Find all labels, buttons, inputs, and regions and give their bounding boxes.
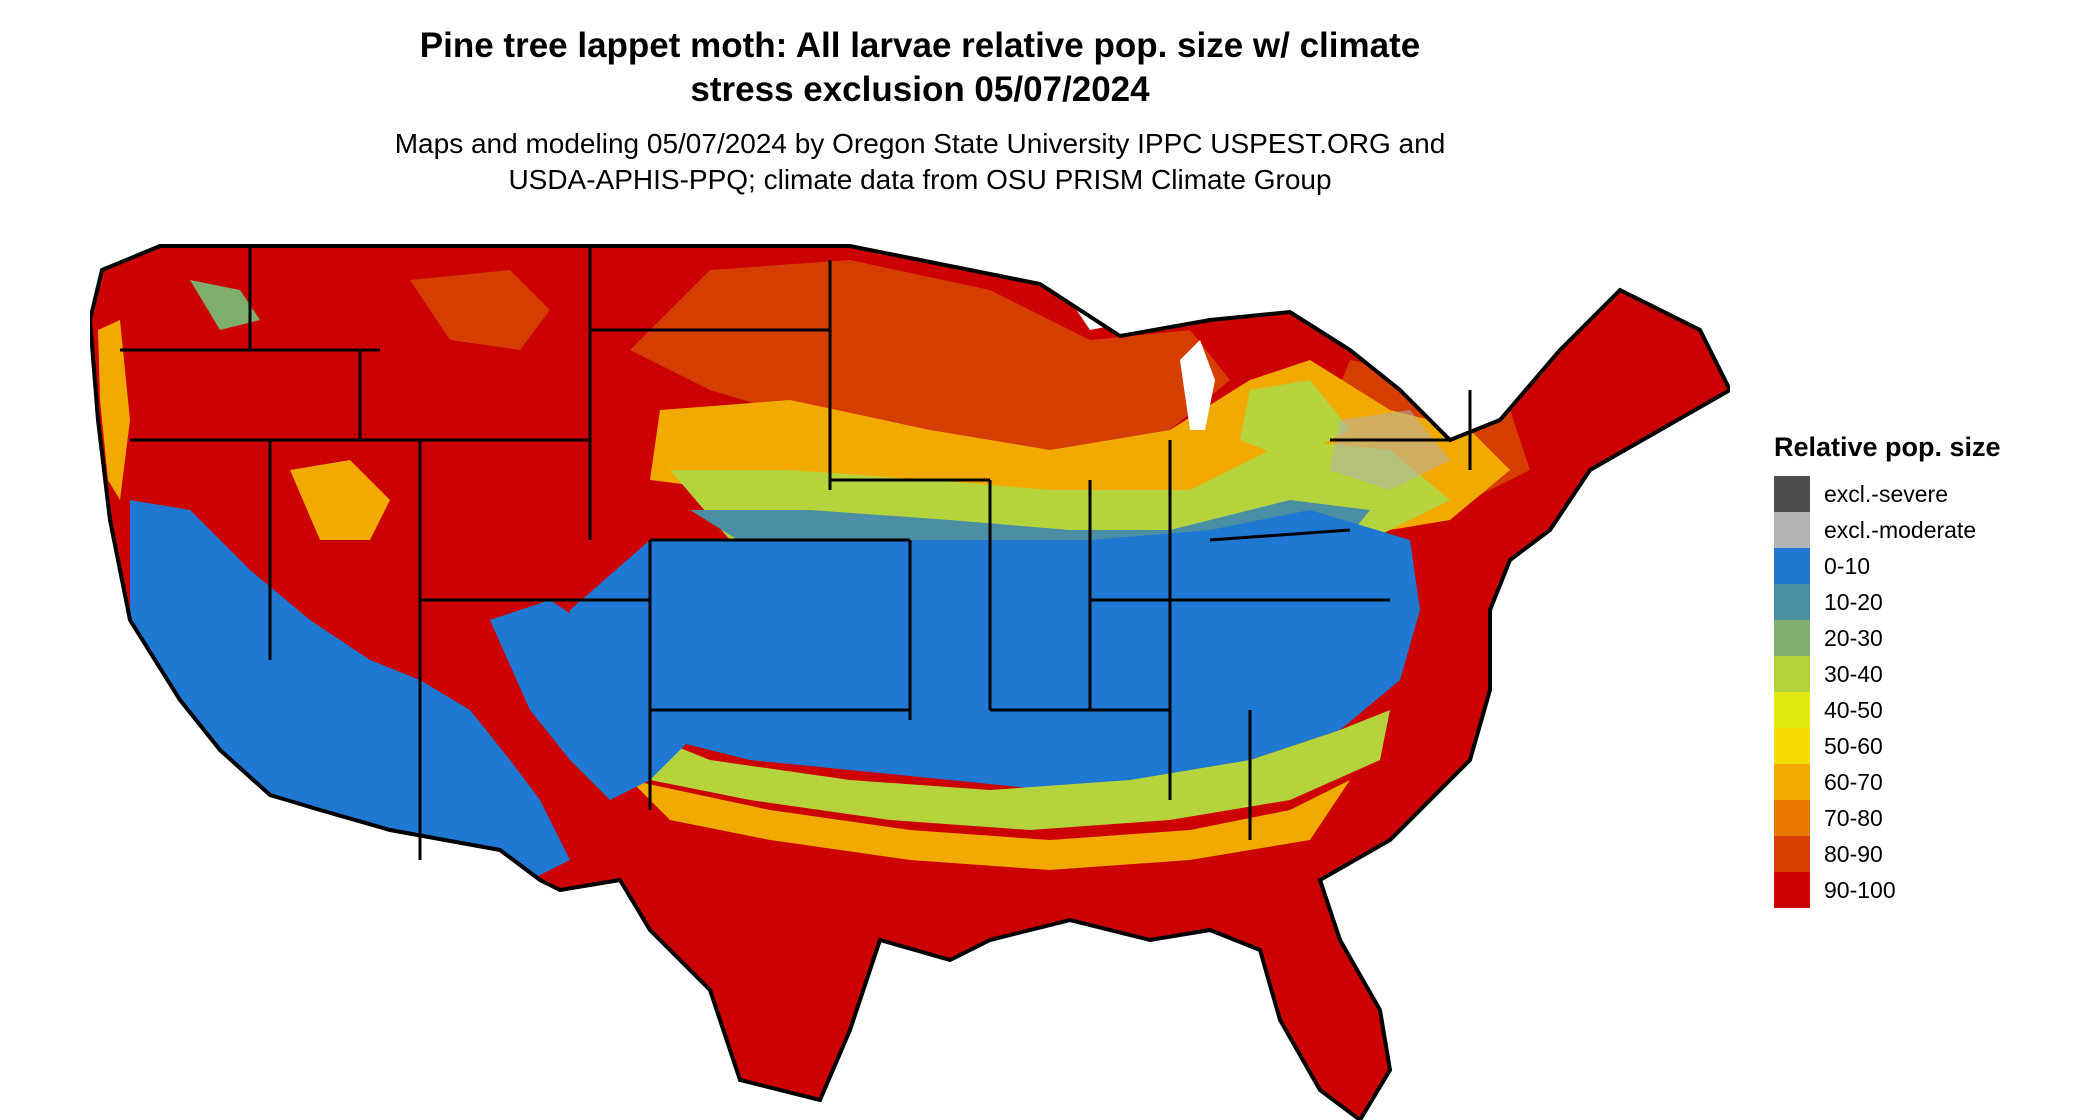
map-subtitle: Maps and modeling 05/07/2024 by Oregon S…: [120, 126, 1720, 198]
legend-swatch: [1774, 836, 1810, 872]
legend-swatch: [1774, 584, 1810, 620]
map-subtitle-line1: Maps and modeling 05/07/2024 by Oregon S…: [394, 128, 1446, 159]
legend-item: 90-100: [1774, 872, 2074, 908]
legend-swatch: [1774, 476, 1810, 512]
zone-60-70-coast: [98, 320, 130, 500]
legend-item: 50-60: [1774, 728, 2074, 764]
zone-0-10-southwest: [490, 600, 690, 800]
legend-item: excl.-moderate: [1774, 512, 2074, 548]
legend-label: excl.-moderate: [1824, 516, 1977, 543]
legend-item: 10-20: [1774, 584, 2074, 620]
zone-0-10-west: [130, 500, 570, 880]
map-title-line2: stress exclusion 05/07/2024: [690, 70, 1150, 109]
zone-30-40-south: [610, 710, 1390, 830]
us-map: [90, 244, 1730, 1120]
legend-item: 20-30: [1774, 620, 2074, 656]
legend-swatch: [1774, 764, 1810, 800]
zone-0-10-central: [570, 510, 1420, 790]
legend-swatch: [1774, 800, 1810, 836]
legend-swatch: [1774, 620, 1810, 656]
legend-label: 30-40: [1824, 660, 1883, 687]
state-borders: [120, 246, 1472, 860]
lake-superior: [1070, 280, 1190, 330]
legend-swatch: [1774, 692, 1810, 728]
legend-item: 40-50: [1774, 692, 2074, 728]
zone-60-70-south: [630, 780, 1350, 870]
legend-item: 70-80: [1774, 800, 2074, 836]
legend-swatch: [1774, 872, 1810, 908]
zone-80-90-mountain: [410, 270, 550, 350]
zone-30-40-west: [190, 280, 260, 330]
zone-30-40-ny: [1330, 410, 1450, 490]
legend-label: 60-70: [1824, 768, 1883, 795]
legend-label: 0-10: [1824, 552, 1871, 579]
legend-item: 60-70: [1774, 764, 2074, 800]
legend-swatch: [1774, 728, 1810, 764]
legend-label: excl.-severe: [1824, 480, 1948, 507]
legend-label: 40-50: [1824, 696, 1883, 723]
legend-label: 50-60: [1824, 732, 1883, 759]
legend-swatch: [1774, 656, 1810, 692]
legend-label: 80-90: [1824, 840, 1883, 867]
zone-30-40-northeast: [1240, 380, 1350, 460]
legend-swatch: [1774, 512, 1810, 548]
legend-title: Relative pop. size: [1774, 432, 2001, 462]
map-title: Pine tree lappet moth: All larvae relati…: [120, 24, 1720, 112]
legend-swatch: [1774, 548, 1810, 584]
map-title-line1: Pine tree lappet moth: All larvae relati…: [419, 26, 1421, 65]
legend-item: 30-40: [1774, 656, 2074, 692]
legend-item: 0-10: [1774, 548, 2074, 584]
legend: Relative pop. size excl.-severe excl.-mod…: [1774, 430, 2074, 908]
legend-item: 80-90: [1774, 836, 2074, 872]
legend-item: excl.-severe: [1774, 476, 2074, 512]
legend-label: 10-20: [1824, 588, 1883, 615]
legend-items: excl.-severe excl.-moderate 0-10 10-20 20-30…: [1774, 476, 2074, 908]
zone-80-90-north: [630, 260, 1230, 470]
legend-label: 20-30: [1824, 624, 1883, 651]
legend-label: 90-100: [1824, 876, 1896, 903]
zone-60-70-west: [290, 460, 390, 540]
lake-michigan: [1180, 340, 1215, 430]
legend-label: 70-80: [1824, 804, 1883, 831]
map-subtitle-line2: USDA-APHIS-PPQ; climate data from OSU PR…: [508, 164, 1332, 195]
